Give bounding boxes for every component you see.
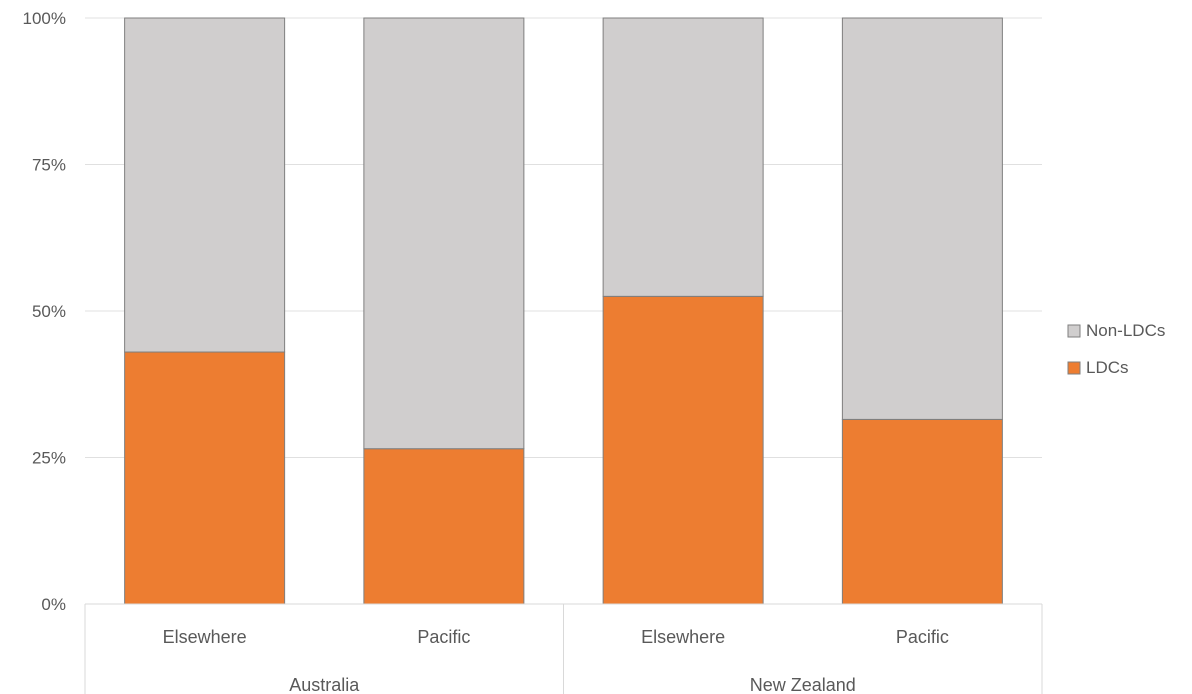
y-axis-tick-labels: 0% 25% 50% 75% 100% — [23, 9, 66, 614]
y-tick-label: 0% — [41, 595, 66, 614]
bar-segment-ldcs — [363, 448, 525, 605]
x-category-label: Elsewhere — [163, 627, 247, 647]
bar-segment-non-ldcs — [841, 17, 1003, 420]
legend-swatch — [1067, 361, 1081, 375]
legend-label: Non-LDCs — [1086, 321, 1165, 340]
x-category-label: Pacific — [896, 627, 949, 647]
x-axis: Elsewhere Pacific Elsewhere Pacific Australi… — [84, 603, 1043, 694]
x-category-label: Pacific — [417, 627, 470, 647]
x-category-label: Elsewhere — [641, 627, 725, 647]
y-tick-label: 75% — [32, 156, 66, 175]
legend: Non-LDCs LDCs — [1067, 321, 1165, 377]
bars — [124, 17, 1003, 605]
bar-segment-non-ldcs — [363, 17, 525, 450]
x-group-label: New Zealand — [750, 675, 856, 694]
legend-label: LDCs — [1086, 358, 1129, 377]
y-tick-label: 25% — [32, 449, 66, 468]
bar-segment-non-ldcs — [602, 17, 764, 297]
bar-segment-ldcs — [841, 418, 1003, 605]
x-group-label: Australia — [289, 675, 360, 694]
bar-segment-non-ldcs — [124, 17, 286, 353]
y-tick-label: 100% — [23, 9, 66, 28]
bar-segment-ldcs — [602, 295, 764, 605]
bar-segment-ldcs — [124, 351, 286, 605]
legend-swatch — [1067, 324, 1081, 338]
y-tick-label: 50% — [32, 302, 66, 321]
